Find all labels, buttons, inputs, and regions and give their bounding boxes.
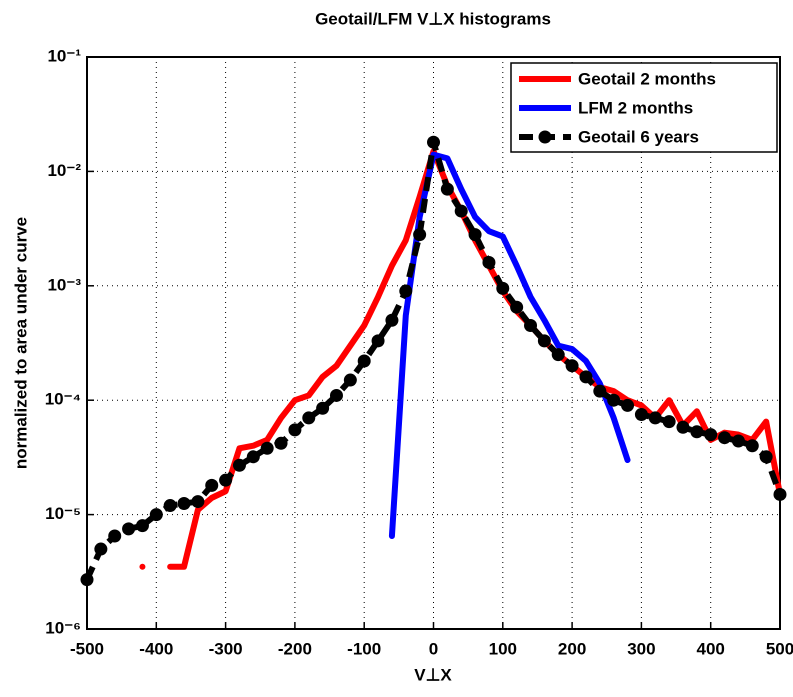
marker <box>662 415 676 429</box>
marker <box>302 411 316 425</box>
marker <box>399 284 413 298</box>
y-tick-label: 10⁻⁶ <box>45 618 81 637</box>
chart-title: Geotail/LFM V⊥X histograms <box>315 9 551 28</box>
x-tick-label: 100 <box>489 639 517 658</box>
marker <box>163 499 177 513</box>
x-tick-label: -400 <box>139 639 173 658</box>
marker <box>246 450 260 464</box>
marker <box>94 542 108 556</box>
marker <box>537 334 551 348</box>
marker <box>718 431 732 445</box>
marker <box>551 348 565 362</box>
marker <box>413 228 427 242</box>
plot-frame <box>86 56 781 630</box>
marker <box>579 370 593 384</box>
x-tick-label: -100 <box>347 639 381 658</box>
y-axis-label: normalized to area under curve <box>11 217 30 469</box>
marker <box>357 354 371 368</box>
marker <box>260 441 274 455</box>
marker <box>329 388 343 402</box>
legend-marker <box>538 130 552 144</box>
marker <box>108 529 122 543</box>
y-tick-label: 10⁻⁴ <box>45 390 81 409</box>
marker <box>482 255 496 269</box>
marker <box>80 573 94 587</box>
marker <box>205 478 219 492</box>
marker <box>634 407 648 421</box>
legend-label: LFM 2 months <box>578 98 693 117</box>
marker <box>191 495 205 509</box>
marker <box>232 458 246 472</box>
x-tick-label: 400 <box>697 639 725 658</box>
marker <box>427 135 440 149</box>
x-tick-label: 0 <box>429 639 438 658</box>
marker <box>773 487 787 501</box>
x-tick-label: -200 <box>278 639 312 658</box>
x-axis-label: V⊥X <box>414 665 452 684</box>
marker <box>745 439 759 453</box>
marker <box>440 182 454 196</box>
marker <box>648 411 662 425</box>
marker <box>454 204 468 218</box>
marker <box>621 398 635 412</box>
marker <box>759 450 773 464</box>
x-tick-label: 500 <box>766 639 793 658</box>
y-tick-label: 10⁻³ <box>47 275 81 294</box>
marker <box>385 313 399 327</box>
marker <box>468 228 482 242</box>
x-tick-label: -300 <box>209 639 243 658</box>
marker <box>343 373 357 387</box>
marker <box>316 401 330 415</box>
marker <box>731 434 745 448</box>
marker <box>524 318 538 332</box>
marker <box>496 281 510 295</box>
x-tick-label: -500 <box>70 639 104 658</box>
y-tick-label: 10⁻¹ <box>47 46 81 65</box>
marker <box>371 334 385 348</box>
marker <box>219 473 233 487</box>
marker <box>177 497 191 511</box>
marker <box>274 436 288 450</box>
x-tick-label: 200 <box>558 639 586 658</box>
marker <box>149 508 163 522</box>
marker <box>135 519 149 533</box>
x-tick-label: 300 <box>627 639 655 658</box>
marker <box>122 522 136 536</box>
y-tick-label: 10⁻⁵ <box>45 504 81 523</box>
marker <box>510 300 524 314</box>
marker <box>593 384 607 398</box>
marker <box>704 428 718 442</box>
legend-label: Geotail 6 years <box>578 127 699 146</box>
y-tick-label: 10⁻² <box>47 161 81 180</box>
marker <box>676 420 690 434</box>
marker <box>607 393 621 407</box>
marker <box>690 425 704 439</box>
marker <box>565 359 579 373</box>
marker <box>288 423 302 437</box>
legend-label: Geotail 2 months <box>578 69 716 88</box>
